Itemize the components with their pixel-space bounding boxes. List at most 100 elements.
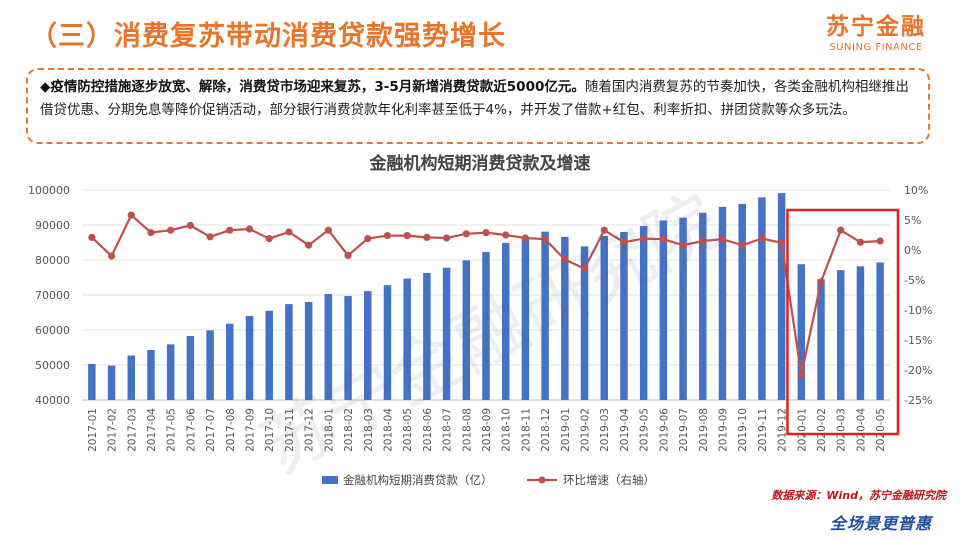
y-left-tick-label: 80000: [35, 254, 70, 267]
bar: [304, 302, 313, 400]
x-tick-label: 2019-07: [678, 408, 690, 452]
x-tick-label: 2017-09: [245, 408, 257, 452]
growth-point: [403, 232, 411, 240]
bar: [423, 272, 431, 400]
legend-line-label: 环比增速（右轴）: [563, 473, 655, 487]
footer-slogan: 全场景更普惠: [829, 514, 932, 533]
growth-point: [226, 226, 234, 234]
y-right-tick-label: -25%: [904, 394, 932, 407]
x-tick-label: 2018-09: [481, 408, 493, 452]
bar: [265, 310, 273, 400]
x-tick-label: 2017-03: [126, 408, 138, 452]
bar: [797, 264, 806, 400]
y-right-tick-label: -10%: [904, 304, 932, 317]
bar: [206, 330, 214, 400]
growth-point: [285, 228, 293, 236]
bar: [442, 267, 451, 400]
summary-bullet: ◆: [40, 79, 51, 95]
growth-point: [620, 238, 628, 246]
growth-point: [186, 221, 194, 229]
bar: [738, 204, 746, 400]
growth-point: [600, 226, 608, 234]
bar: [817, 279, 825, 400]
x-tick-label: 2018-05: [402, 408, 414, 452]
bar: [639, 226, 648, 400]
growth-point: [305, 241, 313, 249]
growth-point: [324, 226, 332, 234]
growth-point: [699, 237, 707, 245]
growth-point: [107, 252, 116, 260]
growth-point: [521, 234, 530, 242]
bar: [620, 232, 628, 400]
summary-body-text: 随着国内消费复苏的节奏加快，各类金融机构相继推出借贷优惠、分期免息等降价促销活动…: [40, 79, 909, 118]
x-tick-label: 2018-12: [540, 408, 552, 452]
y-right-tick-label: -15%: [904, 334, 932, 347]
growth-point: [561, 256, 569, 264]
x-tick-label: 2018-10: [501, 408, 513, 452]
growth-point: [265, 235, 273, 243]
x-tick-label: 2019-03: [599, 408, 611, 452]
bar: [561, 236, 569, 400]
bar: [107, 365, 116, 400]
bar: [521, 237, 530, 400]
y-right-tick-label: 5%: [904, 214, 921, 227]
bar: [383, 285, 392, 400]
bar: [699, 212, 707, 400]
x-tick-label: 2017-10: [264, 408, 276, 452]
bar: [285, 304, 293, 400]
x-tick-label: 2017-06: [185, 408, 197, 452]
y-left-tick-label: 90000: [35, 219, 70, 232]
growth-point: [541, 235, 549, 243]
y-right-tick-label: -20%: [904, 364, 932, 377]
x-tick-label: 2019-10: [737, 408, 749, 452]
summary-bold-text: 疫情防控措施逐步放宽、解除，消费贷市场迎来复苏，3-5月新增消费贷款近5000亿…: [50, 79, 585, 95]
bar: [777, 193, 786, 400]
highlight-box: [786, 208, 900, 436]
page-title: （三）消费复苏带动消费贷款强势增长: [30, 21, 506, 52]
x-tick-label: 2017-01: [87, 408, 99, 452]
x-tick-label: 2018-08: [461, 408, 473, 452]
growth-point: [738, 241, 746, 249]
y-left-tick-label: 60000: [35, 324, 70, 337]
x-tick-label: 2020-04: [855, 408, 867, 452]
growth-point: [580, 265, 589, 273]
bar: [88, 363, 96, 400]
y-left-tick-label: 70000: [35, 289, 70, 302]
growth-point: [344, 251, 352, 259]
x-tick-label: 2020-03: [836, 408, 848, 452]
chart-title: 金融机构短期消费贷款及增速: [369, 153, 591, 174]
x-tick-label: 2017-12: [304, 408, 316, 452]
growth-point: [718, 235, 727, 243]
growth-point: [817, 278, 825, 286]
growth-point: [127, 211, 135, 219]
bar: [186, 335, 195, 400]
bar: [462, 260, 471, 400]
bar: [580, 246, 589, 400]
bar: [876, 262, 884, 400]
growth-point: [423, 233, 431, 241]
growth-point: [364, 235, 372, 243]
summary-box: ◆疫情防控措施逐步放宽、解除，消费贷市场迎来复苏，3-5月新增消费贷款近5000…: [26, 68, 930, 144]
growth-point: [167, 226, 175, 234]
bar: [541, 231, 549, 400]
x-tick-label: 2020-02: [816, 408, 828, 452]
growth-point: [856, 238, 865, 246]
x-tick-label: 2019-06: [658, 408, 670, 452]
x-tick-label: 2019-04: [619, 408, 631, 452]
bar: [600, 235, 608, 400]
x-tick-label: 2019-01: [560, 408, 572, 452]
x-tick-label: 2020-01: [796, 408, 808, 452]
x-tick-label: 2019-08: [698, 408, 710, 452]
x-tick-label: 2019-11: [757, 408, 769, 452]
data-source: 数据来源：Wind，苏宁金融研究院: [771, 489, 946, 502]
bar: [501, 242, 510, 400]
x-tick-label: 2018-06: [422, 408, 434, 452]
x-tick-label: 2017-04: [146, 408, 158, 452]
legend-line-marker: [538, 476, 546, 484]
y-right-tick-label: 0%: [904, 244, 921, 257]
bar: [364, 291, 372, 400]
growth-point: [659, 235, 667, 243]
bar: [679, 217, 687, 400]
x-tick-label: 2018-11: [520, 408, 532, 452]
x-tick-label: 2019-02: [580, 408, 592, 452]
